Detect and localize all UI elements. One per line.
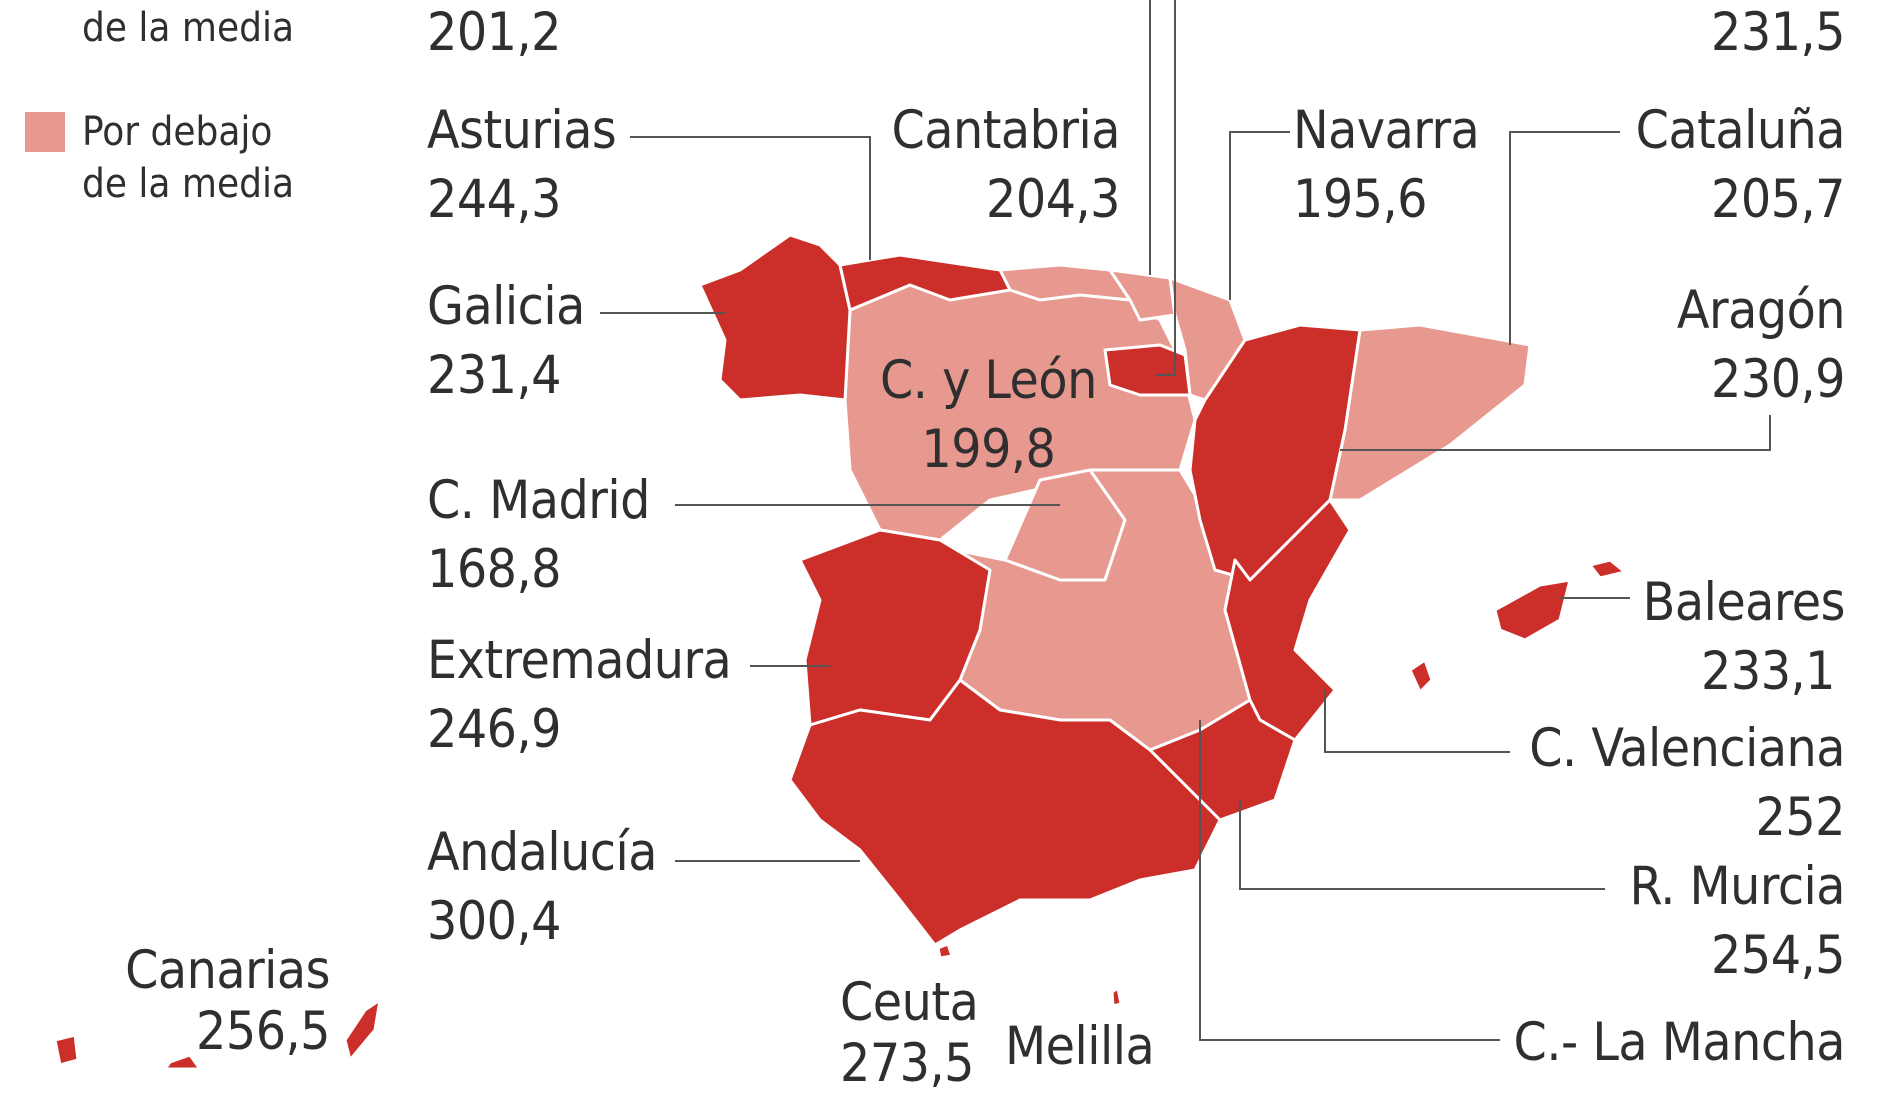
legend-below-line1: Por debajo xyxy=(82,109,273,155)
region-asturias xyxy=(838,253,1012,312)
label-aragon: Aragón 230,9 xyxy=(1676,280,1846,410)
navarra-name: Navarra xyxy=(1293,100,1480,161)
label-ceuta: Ceuta 273,5 xyxy=(840,972,979,1094)
leader-cataluna xyxy=(1509,131,1620,345)
cantabria-value: 204,3 xyxy=(986,169,1120,230)
label-valenciana: C. Valenciana 252 xyxy=(1529,722,1845,844)
cantabria-name: Cantabria xyxy=(891,100,1121,161)
region-canarias-west xyxy=(53,1033,80,1067)
murcia-value: 254,5 xyxy=(1711,925,1845,986)
map-svg xyxy=(53,0,1771,1069)
legend-below-line2: de la media xyxy=(82,161,295,207)
leader-aragon xyxy=(1340,415,1771,451)
valenciana-name: C. Valenciana xyxy=(1529,718,1845,779)
region-ceuta xyxy=(936,942,954,960)
aragon-name: Aragón xyxy=(1676,280,1846,341)
leader-valenciana xyxy=(1324,690,1510,753)
label-madrid: C. Madrid 168,8 xyxy=(427,474,650,596)
label-melilla: Melilla xyxy=(1005,1016,1155,1077)
region-valenciana xyxy=(1223,498,1352,742)
legend-above-text: de la media xyxy=(82,5,295,51)
label-andalucia: Andalucía 300,4 xyxy=(427,822,658,952)
canarias-name: Canarias xyxy=(125,940,330,1001)
leader-top-2 xyxy=(1155,0,1176,376)
region-galicia xyxy=(698,233,852,402)
canarias-value: 256,5 xyxy=(196,1001,330,1062)
madrid-name: C. Madrid xyxy=(427,470,650,531)
label-cyleon: C. y León 199,8 xyxy=(880,354,1097,476)
clamancha-name: C.- La Mancha xyxy=(1513,1012,1846,1073)
label-canarias: Canarias 256,5 xyxy=(125,944,330,1058)
ceuta-name: Ceuta xyxy=(840,972,979,1033)
label-baleares: Baleares 233,1 xyxy=(1642,572,1846,702)
leader-murcia xyxy=(1239,800,1605,890)
region-melilla xyxy=(1110,986,1123,1008)
asturias-value: 244,3 xyxy=(427,169,561,230)
leader-navarra xyxy=(1229,131,1290,300)
label-murcia: R. Murcia 254,5 xyxy=(1630,860,1846,982)
madrid-value: 168,8 xyxy=(427,539,561,600)
region-cantabria xyxy=(998,263,1132,302)
region-baleares-mallorca xyxy=(1493,578,1572,642)
asturias-name: Asturias xyxy=(427,100,617,161)
region-navarra xyxy=(1168,276,1247,402)
baleares-name: Baleares xyxy=(1642,572,1846,633)
cyleon-value: 199,8 xyxy=(921,419,1056,480)
valenciana-value: 252 xyxy=(1755,787,1846,848)
region-baleares-menorca xyxy=(1588,558,1627,580)
leader-asturias xyxy=(630,136,871,260)
galicia-value: 231,4 xyxy=(427,345,561,406)
andalucia-name: Andalucía xyxy=(427,822,658,883)
extremadura-value: 246,9 xyxy=(427,699,561,760)
label-clamancha: C.- La Mancha xyxy=(1513,1012,1846,1073)
top-right-value: 231,5 xyxy=(1711,2,1845,63)
top-left-value: 201,2 xyxy=(427,2,561,63)
leader-clamancha xyxy=(1199,720,1500,1041)
label-cataluna: Cataluña 205,7 xyxy=(1635,100,1846,230)
region-canarias-mid xyxy=(163,1053,202,1069)
baleares-value: 233,1 xyxy=(1701,641,1835,702)
region-baleares-ibiza xyxy=(1408,658,1434,694)
region-canarias-east xyxy=(343,998,382,1062)
andalucia-value: 300,4 xyxy=(427,891,561,952)
label-asturias: Asturias 244,3 xyxy=(427,100,617,230)
aragon-value: 230,9 xyxy=(1711,349,1845,410)
spain-map-infographic: de la media Por debajo de la media 201,2… xyxy=(25,0,1846,1090)
region-cataluna xyxy=(1328,323,1532,502)
legend-below-swatch xyxy=(25,112,65,152)
melilla-name: Melilla xyxy=(1005,1016,1155,1077)
label-cantabria: Cantabria 204,3 xyxy=(892,104,1121,226)
galicia-name: Galicia xyxy=(427,276,585,337)
region-andalucia xyxy=(788,678,1222,947)
cataluna-value: 205,7 xyxy=(1711,169,1845,230)
cyleon-name: C. y León xyxy=(880,350,1097,411)
murcia-name: R. Murcia xyxy=(1629,856,1846,917)
ceuta-value: 273,5 xyxy=(840,1033,974,1094)
legend-below-text: Por debajo de la media xyxy=(82,106,294,210)
label-navarra: Navarra 195,6 xyxy=(1293,100,1480,230)
region-la-rioja xyxy=(1103,343,1192,397)
label-galicia: Galicia 231,4 xyxy=(427,280,585,402)
extremadura-name: Extremadura xyxy=(427,630,732,691)
cataluna-name: Cataluña xyxy=(1635,100,1846,161)
navarra-value: 195,6 xyxy=(1293,169,1427,230)
label-extremadura: Extremadura 246,9 xyxy=(427,630,732,760)
region-pais-vasco xyxy=(1108,268,1177,322)
